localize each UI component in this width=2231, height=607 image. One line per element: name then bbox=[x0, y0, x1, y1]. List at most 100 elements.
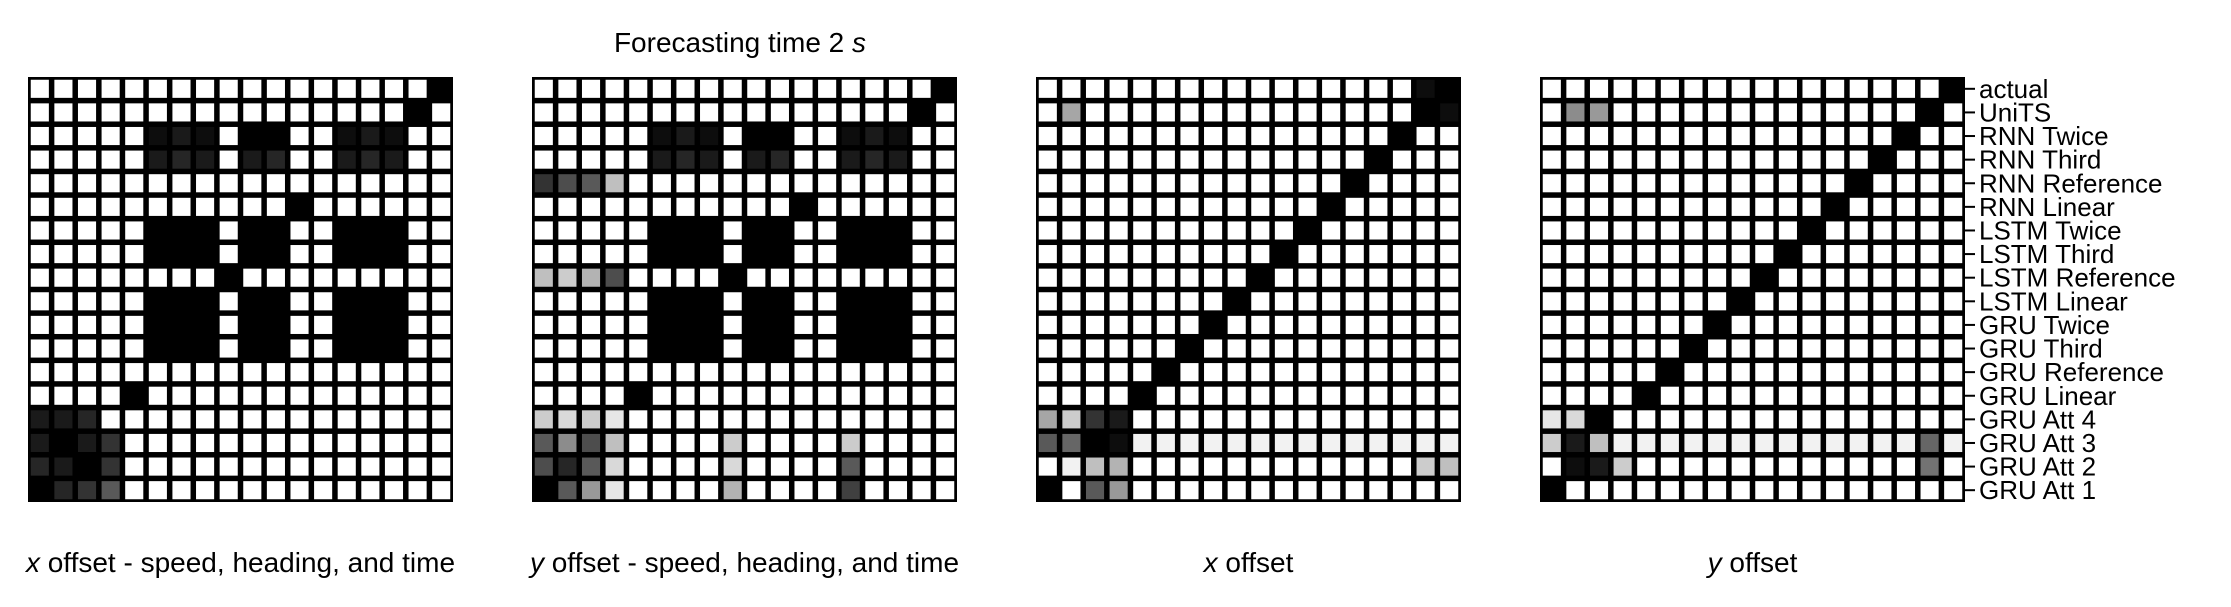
heatmap-cell-1-16-7 bbox=[196, 457, 215, 476]
heatmap-cell-2-17-5 bbox=[652, 481, 671, 500]
heatmap-cell-2-5-6 bbox=[676, 197, 695, 216]
heatmap-cell-1-8-14 bbox=[361, 268, 380, 287]
heatmap-cell-1-1-7 bbox=[196, 103, 215, 122]
y-tick-label: RNN Third bbox=[1979, 145, 2101, 175]
heatmap-cell-1-13-9 bbox=[243, 386, 262, 405]
heatmap-cell-2-14-16 bbox=[912, 410, 931, 429]
heatmap-cell-2-16-17 bbox=[936, 457, 955, 476]
heatmap-cell-2-17-17 bbox=[936, 481, 955, 500]
heatmap-cell-3-13-15 bbox=[1392, 386, 1412, 405]
heatmap-cell-3-11-8 bbox=[1227, 339, 1246, 358]
heatmap-cell-1-8-0 bbox=[30, 268, 49, 287]
y-tick-label: UniTS bbox=[1979, 97, 2051, 127]
heatmap-cell-2-11-2 bbox=[581, 339, 601, 358]
heatmap-cell-1-8-15 bbox=[384, 268, 404, 287]
heatmap-cell-2-4-2 bbox=[581, 174, 601, 193]
heatmap-cell-4-11-17 bbox=[1944, 339, 1963, 358]
heatmap-cell-2-16-5 bbox=[652, 457, 671, 476]
heatmap-cell-2-14-4 bbox=[629, 410, 648, 429]
heatmap-cell-1-12-6 bbox=[172, 363, 191, 382]
heatmap-cell-3-7-15 bbox=[1392, 245, 1412, 264]
heatmap-cell-2-11-3 bbox=[605, 339, 624, 358]
heatmap-cell-1-9-4 bbox=[125, 292, 144, 311]
heatmap-cell-4-15-16 bbox=[1920, 433, 1939, 453]
heatmap-cell-2-7-12 bbox=[818, 245, 837, 264]
heatmap-cell-4-14-8 bbox=[1731, 410, 1750, 429]
heatmap-cell-4-14-15 bbox=[1896, 410, 1916, 429]
heatmap-cell-1-5-0 bbox=[30, 197, 49, 216]
heatmap-cell-1-2-2 bbox=[77, 126, 97, 146]
heatmap-cell-2-8-4 bbox=[629, 268, 648, 287]
heatmap-cell-2-14-14 bbox=[865, 410, 884, 429]
heatmap-cell-3-14-3 bbox=[1109, 410, 1128, 429]
heatmap-cell-1-6-1 bbox=[54, 221, 73, 240]
heatmap-cell-3-17-9 bbox=[1251, 481, 1270, 500]
heatmap-cell-1-3-9 bbox=[243, 150, 262, 169]
heatmap-cell-3-12-3 bbox=[1109, 363, 1128, 382]
heatmap-cell-4-2-4 bbox=[1637, 126, 1656, 146]
heatmap-cell-4-8-14 bbox=[1873, 268, 1892, 287]
heatmap-cell-2-13-5 bbox=[652, 386, 671, 405]
heatmap-cell-1-12-5 bbox=[148, 363, 167, 382]
heatmap-cell-2-17-14 bbox=[865, 481, 884, 500]
heatmap-cell-2-12-7 bbox=[700, 363, 719, 382]
heatmap-cell-1-4-6 bbox=[172, 174, 191, 193]
heatmap-cell-2-17-7 bbox=[700, 481, 719, 500]
heatmap-cell-1-14-5 bbox=[148, 410, 167, 429]
heatmap-cell-1-17-17 bbox=[432, 481, 451, 500]
heatmap-cell-1-15-13 bbox=[337, 433, 356, 453]
heatmap-cell-2-6-4 bbox=[629, 221, 648, 240]
y-tick-label: actual bbox=[1979, 74, 2048, 104]
heatmap-cell-1-17-3 bbox=[101, 481, 120, 500]
heatmap-cell-3-2-13 bbox=[1345, 126, 1364, 146]
heatmap-cell-4-11-9 bbox=[1755, 339, 1774, 358]
heatmap-cell-1-16-14 bbox=[361, 457, 380, 476]
heatmap-cell-4-17-14 bbox=[1873, 481, 1892, 500]
heatmap-cell-2-6-2 bbox=[581, 221, 601, 240]
heatmap-cell-2-4-5 bbox=[652, 174, 671, 193]
heatmap-cell-3-17-14 bbox=[1369, 481, 1388, 500]
heatmap-cell-4-1-7 bbox=[1708, 103, 1727, 122]
heatmap-cell-1-4-16 bbox=[408, 174, 427, 193]
heatmap-cell-1-16-15 bbox=[384, 457, 404, 476]
y-tick-label: LSTM Twice bbox=[1979, 215, 2122, 245]
heatmap-cell-1-9-11 bbox=[290, 292, 309, 311]
heatmap-cell-4-7-1 bbox=[1566, 245, 1585, 264]
heatmap-cell-3-16-0 bbox=[1038, 457, 1057, 476]
heatmap-cell-3-6-3 bbox=[1109, 221, 1128, 240]
heatmap-cell-2-5-7 bbox=[700, 197, 719, 216]
heatmap-cell-2-17-12 bbox=[818, 481, 837, 500]
heatmap-cell-1-4-10 bbox=[266, 174, 285, 193]
heatmap-cell-2-15-4 bbox=[629, 433, 648, 453]
heatmap-cell-3-3-11 bbox=[1298, 150, 1317, 169]
heatmap-cell-3-17-16 bbox=[1416, 481, 1435, 500]
heatmap-cell-4-7-2 bbox=[1589, 245, 1609, 264]
heatmap-cell-3-8-1 bbox=[1062, 268, 1081, 287]
heatmap-cell-2-3-13 bbox=[841, 150, 860, 169]
heatmap-cell-1-7-14 bbox=[361, 245, 380, 264]
heatmap-cell-4-16-2 bbox=[1589, 457, 1609, 476]
heatmap-cell-2-10-7 bbox=[700, 315, 719, 334]
heatmap-cell-3-0-5 bbox=[1156, 79, 1175, 98]
heatmap-cell-2-9-6 bbox=[676, 292, 695, 311]
heatmap-cell-4-17-2 bbox=[1589, 481, 1609, 500]
heatmap-cell-4-12-0 bbox=[1542, 363, 1561, 382]
heatmap-cell-1-10-9 bbox=[243, 315, 262, 334]
heatmap-cell-4-8-9 bbox=[1755, 268, 1774, 287]
heatmap-cell-3-17-10 bbox=[1274, 481, 1293, 500]
heatmap-cell-3-7-12 bbox=[1322, 245, 1341, 264]
heatmap-cell-3-10-10 bbox=[1274, 315, 1293, 334]
heatmap-cell-1-2-16 bbox=[408, 126, 427, 146]
heatmap-cell-4-11-14 bbox=[1873, 339, 1892, 358]
heatmap-cell-4-2-14 bbox=[1873, 126, 1892, 146]
heatmap-cell-2-3-17 bbox=[936, 150, 955, 169]
heatmap-cell-3-2-3 bbox=[1109, 126, 1128, 146]
heatmap-cell-4-16-10 bbox=[1778, 457, 1797, 476]
heatmap-cell-2-5-3 bbox=[605, 197, 624, 216]
heatmap-cell-1-15-2 bbox=[77, 433, 97, 453]
heatmap-cell-2-2-9 bbox=[747, 126, 766, 146]
heatmap-cell-3-5-14 bbox=[1369, 197, 1388, 216]
heatmap-cell-3-2-15 bbox=[1392, 126, 1412, 146]
heatmap-cell-4-14-3 bbox=[1613, 410, 1632, 429]
heatmap-cell-1-3-10 bbox=[266, 150, 285, 169]
